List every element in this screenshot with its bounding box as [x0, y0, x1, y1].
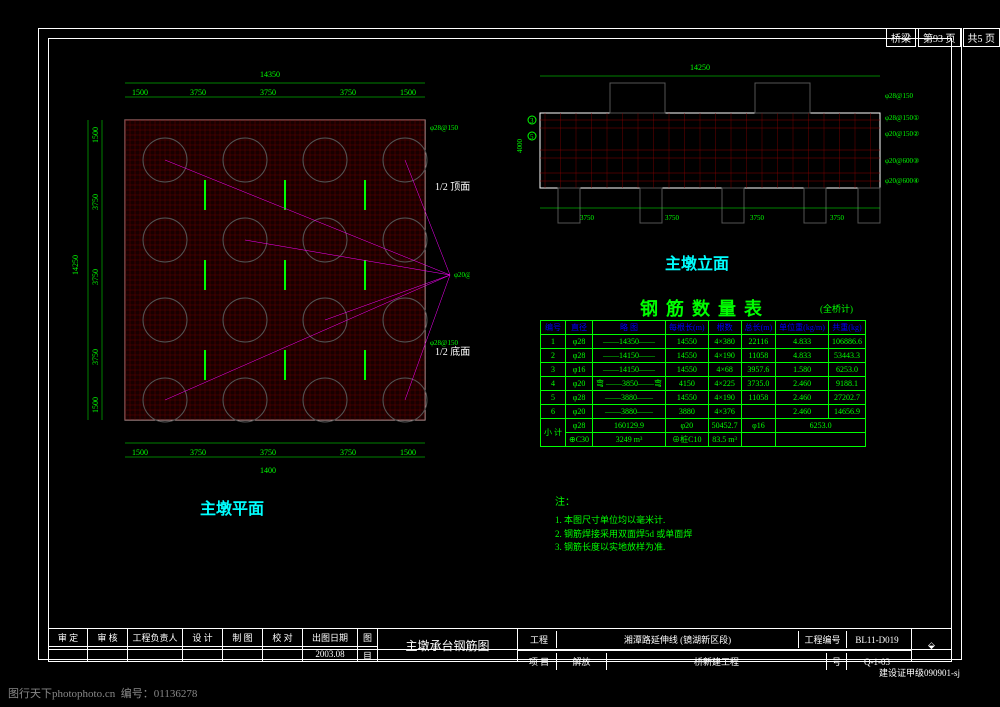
notes-title: 注：: [555, 495, 692, 510]
svg-text:4000: 4000: [516, 139, 524, 154]
svg-text:φ28@150: φ28@150: [885, 92, 913, 100]
rebar-table: 编号直径略 图每根长(m)根数总长(m)单位重(kg/m)共重(kg) 1φ28…: [540, 320, 866, 447]
svg-text:φ28@150: φ28@150: [430, 339, 458, 347]
svg-text:3750: 3750: [340, 88, 356, 97]
svg-text:1500: 1500: [400, 448, 416, 457]
svg-text:3750: 3750: [260, 448, 276, 457]
svg-text:1/2 顶面: 1/2 顶面: [435, 181, 470, 193]
svg-text:1500: 1500: [400, 88, 416, 97]
svg-text:3750: 3750: [190, 88, 206, 97]
svg-text:5: 5: [530, 133, 534, 141]
svg-text:φ28@150: φ28@150: [430, 124, 458, 132]
elev-title: 主墩立面: [665, 250, 729, 274]
note-1: 1. 本图尺寸单位均以毫米计.: [555, 514, 692, 528]
svg-text:1500: 1500: [132, 448, 148, 457]
svg-text:3750: 3750: [91, 349, 100, 365]
svg-text:3750: 3750: [665, 214, 680, 222]
svg-text:3750: 3750: [340, 448, 356, 457]
hdr-1: 桥梁: [886, 28, 916, 47]
svg-text:14250: 14250: [71, 255, 80, 275]
svg-text:1400: 1400: [260, 466, 276, 475]
cert-label: 建设证甲级090901-sj: [879, 666, 960, 679]
svg-text:φ20@600③: φ20@600③: [885, 157, 919, 165]
elevation-drawing: 14250 3750 3750 3750 3750 4000 φ28@150① …: [510, 58, 940, 238]
svg-text:3: 3: [530, 117, 534, 125]
svg-text:1500: 1500: [132, 88, 148, 97]
svg-text:1500: 1500: [91, 397, 100, 413]
watermark: 图行天下photophoto.cn 编号：01136278: [8, 685, 197, 701]
page-header: 桥梁 第93 页 共5 页: [886, 28, 1000, 47]
svg-text:3750: 3750: [750, 214, 765, 222]
svg-text:3750: 3750: [830, 214, 845, 222]
svg-text:14250: 14250: [690, 63, 710, 72]
note-3: 3. 钢筋长度以实地放样为准.: [555, 541, 692, 555]
svg-text:14350: 14350: [260, 70, 280, 79]
svg-text:φ20@500: φ20@500: [454, 271, 470, 279]
svg-text:φ20@600④: φ20@600④: [885, 177, 919, 185]
title-block: 审 定 审 核 工程负责人 设 计 制 图 校 对 出图日期2003.08 图目…: [48, 628, 952, 662]
table-note: (全桥计): [820, 302, 853, 315]
hdr-2: 第93 页: [918, 28, 961, 47]
svg-text:3750: 3750: [91, 269, 100, 285]
note-2: 2. 钢筋焊接采用双面焊5d 或单面焊: [555, 528, 692, 542]
svg-text:3750: 3750: [260, 88, 276, 97]
table-title: 钢筋数量表: [640, 295, 770, 321]
svg-text:3750: 3750: [190, 448, 206, 457]
svg-text:1500: 1500: [91, 127, 100, 143]
svg-text:3750: 3750: [580, 214, 595, 222]
plan-view-drawing: 14350 1500 3750 3750 3750 1500 14250 150…: [70, 65, 470, 475]
notes-block: 注： 1. 本图尺寸单位均以毫米计. 2. 钢筋焊接采用双面焊5d 或单面焊 3…: [555, 495, 692, 555]
svg-text:φ20@150②: φ20@150②: [885, 130, 919, 138]
hdr-3: 共5 页: [963, 28, 1000, 47]
plan-title: 主墩平面: [200, 495, 264, 519]
svg-text:φ28@150①: φ28@150①: [885, 114, 919, 122]
svg-text:3750: 3750: [91, 194, 100, 210]
